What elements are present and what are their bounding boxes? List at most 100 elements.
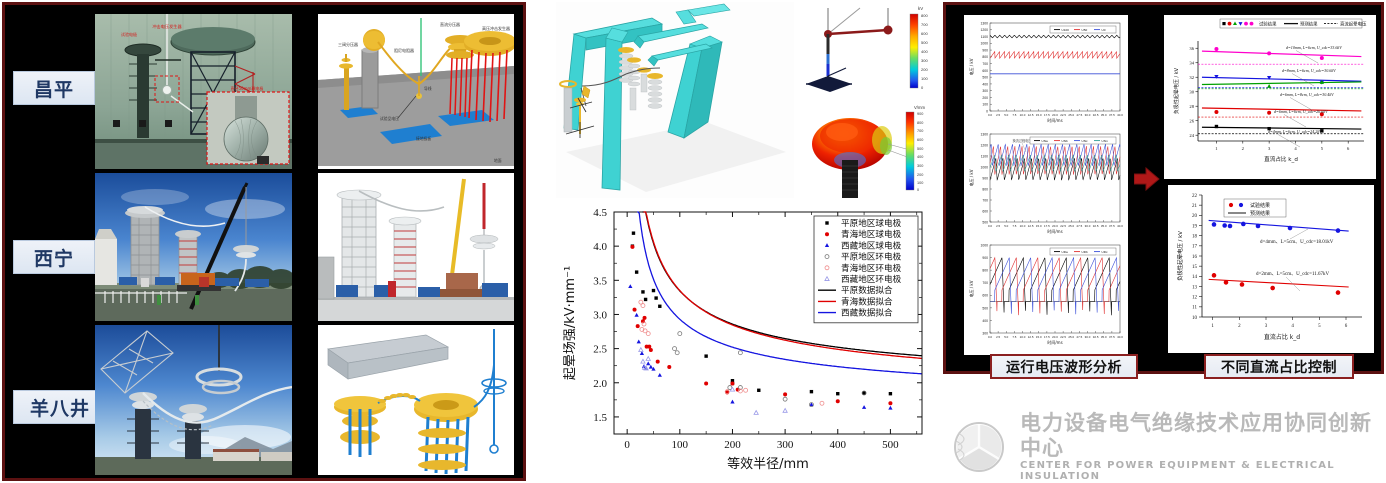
- svg-text:直流占比 k_d: 直流占比 k_d: [1264, 333, 1300, 341]
- waveform-charts-svg: 0 100 200 300 400 500 600 700 800 900 1000 1100 1200…: [964, 15, 1128, 355]
- svg-text:100: 100: [982, 103, 988, 107]
- svg-text:阻尼电阻器: 阻尼电阻器: [394, 47, 414, 53]
- svg-text:试验电极: 试验电极: [121, 31, 137, 37]
- svg-text:22.5: 22.5: [1060, 335, 1066, 339]
- svg-text:24: 24: [1189, 133, 1194, 138]
- svg-text:UNa: UNa: [1042, 139, 1048, 143]
- svg-text:负极性起晕电压 / kV: 负极性起晕电压 / kV: [1176, 231, 1184, 281]
- svg-text:接地极板: 接地极板: [416, 136, 431, 141]
- photo-changping-test: 冲击电压发生器 试验电极 直径50mm球电极: [95, 14, 292, 169]
- svg-text:40.0: 40.0: [1117, 224, 1123, 228]
- tower-3d-svg: [556, 2, 794, 198]
- svg-text:300: 300: [917, 164, 923, 168]
- logo-chinese-text: 电力设备电气绝缘技术应用协同创新中心: [1020, 411, 1372, 460]
- svg-text:d=4mm、L=5cm、U_cdc=18.01kV: d=4mm、L=5cm、U_cdc=18.01kV: [1260, 240, 1334, 245]
- svg-text:400: 400: [982, 82, 988, 86]
- main-chart-svg: 0 100 200 300 400 500 1.5 2.0 2.5 3.0 3.5 4.0 4.5 等效半…: [558, 198, 930, 483]
- svg-text:500: 500: [982, 76, 988, 80]
- yangbajing-photo-svg: [95, 325, 292, 475]
- site-label-xining: 西宁: [13, 240, 95, 274]
- svg-text:UNn: UNn: [1102, 139, 1108, 143]
- svg-text:200: 200: [921, 67, 928, 72]
- svg-text:25.0: 25.0: [1068, 224, 1074, 228]
- svg-text:5.0: 5.0: [1004, 335, 1008, 339]
- svg-text:5: 5: [1321, 146, 1324, 151]
- svg-text:27.5: 27.5: [1077, 335, 1083, 339]
- svg-text:换流过程电压: 换流过程电压: [1012, 138, 1032, 143]
- svg-text:起晕场强/kV·mm⁻¹: 起晕场强/kV·mm⁻¹: [563, 266, 578, 380]
- organization-logo: 电力设备电气绝缘技术应用协同创新中心 CENTER FOR POWER EQUI…: [948, 411, 1384, 482]
- svg-text:30.0: 30.0: [1085, 224, 1091, 228]
- svg-text:500: 500: [982, 306, 988, 310]
- svg-text:35.0: 35.0: [1101, 335, 1107, 339]
- svg-text:27.5: 27.5: [1077, 224, 1083, 228]
- fem-efield-svg: V/mm 900 800 700 600 500 400 300 200 100 0: [794, 100, 934, 198]
- svg-text:10.0: 10.0: [1020, 224, 1026, 228]
- svg-text:800: 800: [982, 269, 988, 273]
- svg-text:平原地区球电极: 平原地区球电极: [841, 217, 902, 229]
- svg-text:15.0: 15.0: [1036, 335, 1042, 339]
- svg-text:2.5: 2.5: [593, 344, 607, 356]
- photo-yangbajing-test: [95, 325, 292, 475]
- svg-text:0: 0: [921, 85, 924, 90]
- svg-text:时间/ms: 时间/ms: [1047, 339, 1062, 345]
- caption-text: 不同直流占比控制: [1221, 359, 1337, 376]
- svg-text:1000: 1000: [980, 165, 988, 169]
- caption-text: 运行电压波形分析: [1006, 359, 1122, 376]
- logo-english-text: CENTER FOR POWER EQUIPMENT & ELECTRICAL …: [1020, 459, 1335, 483]
- svg-text:10.0: 10.0: [1020, 113, 1026, 117]
- svg-text:30: 30: [1189, 89, 1194, 94]
- svg-text:1100: 1100: [981, 154, 988, 158]
- svg-text:5.0: 5.0: [1004, 113, 1008, 117]
- svg-text:青海地区球电极: 青海地区球电极: [841, 228, 902, 240]
- svg-text:16: 16: [1192, 255, 1198, 260]
- svg-text:100: 100: [672, 439, 689, 451]
- svg-text:20.0: 20.0: [1052, 224, 1058, 228]
- svg-text:d=6mm, L=8cm, U_cdc=30.4kV: d=6mm, L=8cm, U_cdc=30.4kV: [1280, 92, 1334, 98]
- svg-text:4.0: 4.0: [593, 241, 607, 253]
- svg-text:30.0: 30.0: [1085, 335, 1091, 339]
- svg-text:直流起晕电压: 直流起晕电压: [1340, 20, 1367, 27]
- svg-text:地面: 地面: [494, 158, 502, 163]
- svg-text:600: 600: [982, 69, 988, 73]
- svg-text:37.5: 37.5: [1109, 113, 1115, 117]
- svg-text:2.5: 2.5: [996, 335, 1000, 339]
- svg-text:0.0: 0.0: [988, 113, 992, 117]
- site-label-text: 羊八井: [29, 397, 90, 420]
- svg-text:直径50mm球电极: 直径50mm球电极: [231, 85, 264, 91]
- svg-text:青海地区环电极: 青海地区环电极: [841, 262, 902, 274]
- left-panel-field-sites: 昌平 西宁 羊八井: [2, 2, 526, 481]
- yangbajing-model-svg: [318, 325, 514, 475]
- svg-text:直流占比 k_d: 直流占比 k_d: [1264, 155, 1298, 163]
- svg-text:d=10mm, L=6cm, U_cdc=33.6kV: d=10mm, L=6cm, U_cdc=33.6kV: [1286, 45, 1342, 51]
- svg-text:12.5: 12.5: [1028, 224, 1034, 228]
- svg-text:三阀分压器: 三阀分压器: [338, 41, 358, 47]
- svg-text:400: 400: [830, 439, 847, 451]
- svg-text:电压 / kV: 电压 / kV: [968, 280, 974, 297]
- svg-text:试验结果: 试验结果: [1259, 20, 1277, 27]
- svg-text:900: 900: [982, 48, 988, 52]
- svg-text:200: 200: [724, 439, 741, 451]
- svg-text:2.5: 2.5: [996, 113, 1000, 117]
- svg-text:30.0: 30.0: [1085, 113, 1091, 117]
- xining-photo-svg: [95, 173, 292, 321]
- svg-text:0.0: 0.0: [988, 335, 992, 339]
- svg-text:300: 300: [777, 439, 794, 451]
- svg-text:800: 800: [917, 121, 923, 125]
- svg-text:200: 200: [917, 173, 923, 177]
- svg-text:12: 12: [1192, 295, 1198, 300]
- svg-text:500: 500: [921, 40, 928, 45]
- svg-text:17: 17: [1192, 245, 1198, 250]
- svg-text:18: 18: [1192, 234, 1198, 239]
- svg-text:500: 500: [982, 220, 988, 224]
- svg-text:电压 / kV: 电压 / kV: [968, 169, 974, 186]
- svg-text:UNc: UNc: [1082, 139, 1088, 143]
- svg-text:1200: 1200: [980, 143, 988, 147]
- svg-text:40.0: 40.0: [1117, 335, 1123, 339]
- svg-text:1: 1: [1211, 324, 1214, 329]
- svg-text:37.5: 37.5: [1109, 335, 1115, 339]
- svg-text:900: 900: [982, 256, 988, 260]
- fem-potential-svg: kV 800 700 600 500 400 300 200 100 0: [794, 2, 934, 98]
- svg-text:500: 500: [882, 439, 899, 451]
